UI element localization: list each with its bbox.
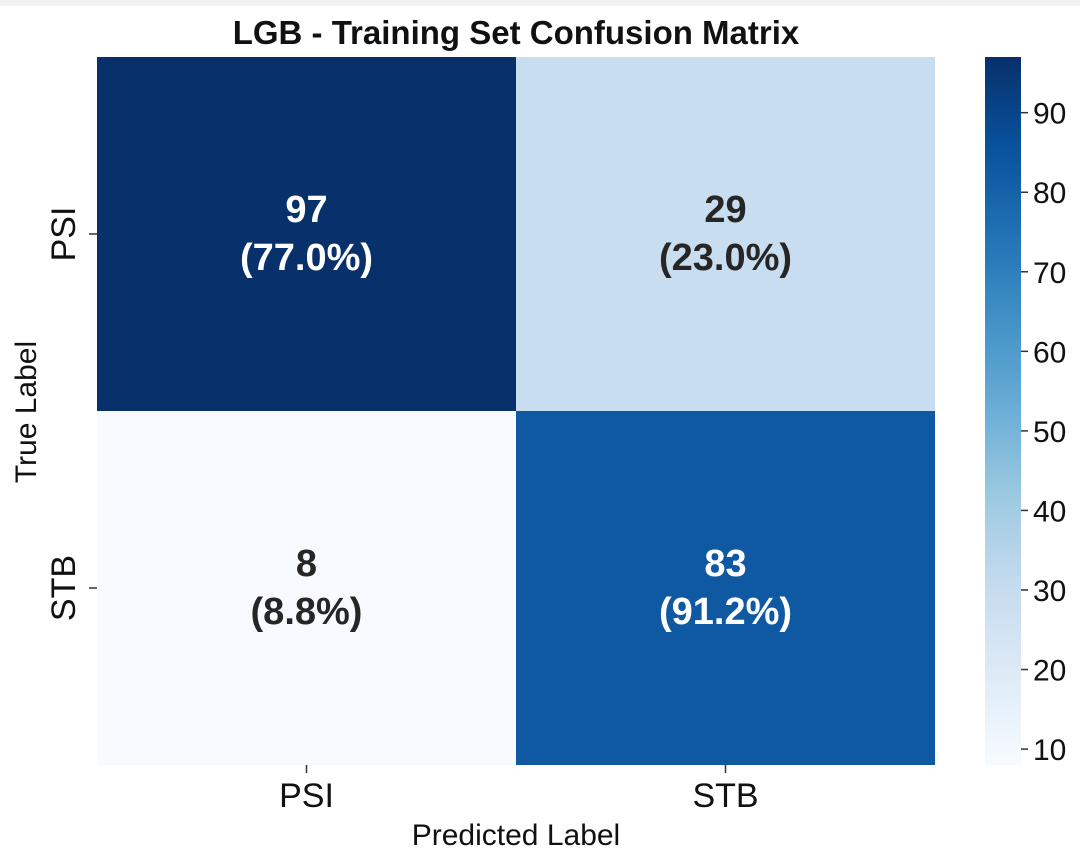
chart-title: LGB - Training Set Confusion Matrix xyxy=(233,14,800,51)
cell-percent-label: (77.0%) xyxy=(240,237,373,279)
x-tick-label-psi: PSI xyxy=(279,777,334,815)
colorbar-tick-label: 80 xyxy=(1033,177,1066,210)
heatmap-cell-stb-psi xyxy=(97,411,516,765)
colorbar-tick-label: 30 xyxy=(1033,575,1066,608)
colorbar-ticks: 10 20 30 40 50 60 70 80 90 xyxy=(1021,98,1066,767)
cell-count-label: 8 xyxy=(296,543,317,585)
heatmap-cell-psi-stb xyxy=(516,57,935,411)
cell-percent-label: (91.2%) xyxy=(659,591,792,633)
top-border xyxy=(0,0,1080,6)
heatmap-cells: 97 (77.0%) 29 (23.0%) 8 (8.8%) 83 (91.2%) xyxy=(97,57,935,765)
colorbar xyxy=(985,57,1021,765)
cell-percent-label: (8.8%) xyxy=(251,591,363,633)
y-tick-label-psi: PSI xyxy=(45,207,83,262)
y-axis-label: True Label xyxy=(10,341,43,483)
y-tick-label-stb: STB xyxy=(45,555,83,621)
colorbar-tick-label: 90 xyxy=(1033,98,1066,131)
x-tick-label-stb: STB xyxy=(692,777,758,815)
x-axis-label: Predicted Label xyxy=(412,819,620,852)
heatmap-cell-stb-stb xyxy=(516,411,935,765)
colorbar-tick-label: 20 xyxy=(1033,655,1066,688)
colorbar-tick-label: 40 xyxy=(1033,495,1066,528)
colorbar-tick-label: 60 xyxy=(1033,336,1066,369)
axis-ticks: PSI STB PSI STB xyxy=(45,207,759,815)
cell-count-label: 29 xyxy=(704,189,746,231)
cell-count-label: 97 xyxy=(285,189,327,231)
colorbar-tick-label: 70 xyxy=(1033,257,1066,290)
cell-percent-label: (23.0%) xyxy=(659,237,792,279)
heatmap-cell-psi-psi xyxy=(97,57,516,411)
cell-count-label: 83 xyxy=(704,543,746,585)
colorbar-tick-label: 50 xyxy=(1033,416,1066,449)
colorbar-tick-label: 10 xyxy=(1033,734,1066,767)
